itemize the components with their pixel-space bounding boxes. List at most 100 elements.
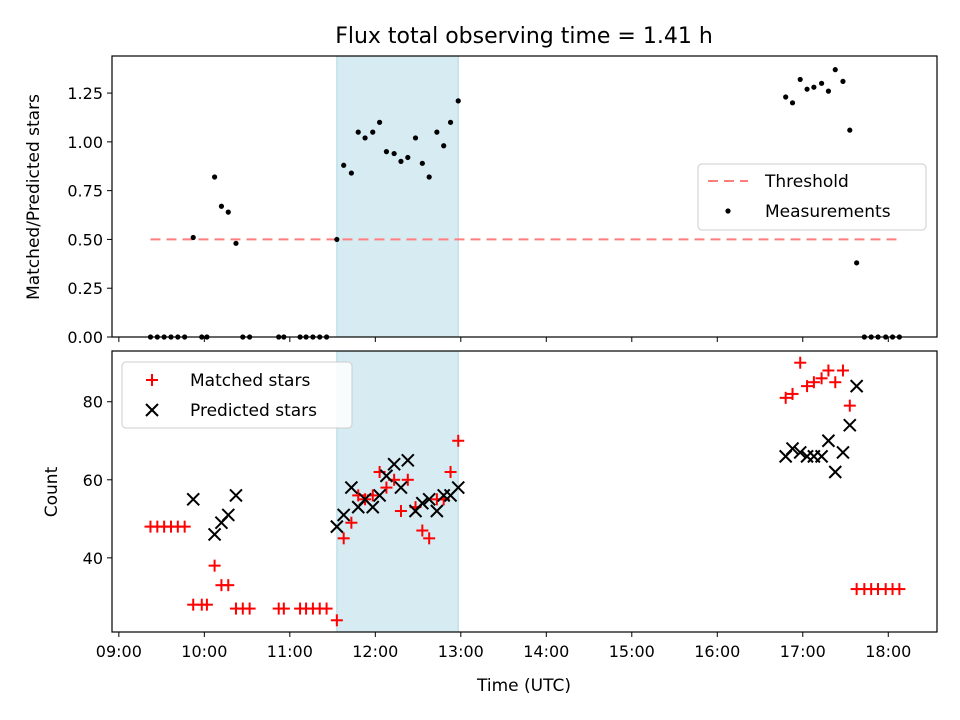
predicted-star-point [229, 488, 243, 503]
predicted-star-point [415, 496, 430, 510]
predicted-star-point [785, 441, 800, 456]
predicted-star-point [387, 457, 401, 471]
matched-star-point [444, 465, 457, 478]
measurement-point [818, 80, 825, 86]
matched-star-point [786, 387, 799, 400]
measurement-point [825, 88, 832, 94]
top-y-tick-label: 0.25 [67, 279, 103, 298]
matched-star-point [208, 559, 221, 572]
top-y-tick-label: 1.00 [67, 133, 103, 152]
matched-stars-series [144, 356, 906, 627]
top-y-tick-label: 0.50 [67, 230, 103, 249]
predicted-star-point [422, 492, 436, 507]
bottom-y-tick-label: 60 [83, 471, 103, 490]
measurement-point [455, 98, 461, 104]
top-panel-x-ticks [118, 337, 889, 342]
matched-star-point [345, 516, 358, 529]
measurement-point [370, 129, 376, 135]
measurement-point [783, 94, 789, 100]
matched-star-point [243, 602, 256, 615]
matched-star-point [178, 520, 191, 533]
bottom-panel-y-ticks: 40 60 80 [83, 393, 112, 568]
matched-star-point [401, 473, 414, 486]
matched-star-point [843, 399, 856, 412]
predicted-star-point [221, 508, 235, 522]
measurement-point [840, 78, 846, 84]
top-legend: Threshold Measurements [697, 163, 927, 231]
measurement-point [218, 203, 225, 209]
matched-star-point [893, 583, 906, 596]
bottom-y-tick-label: 40 [83, 549, 103, 568]
predicted-star-point [401, 453, 415, 467]
matched-star-point [829, 376, 842, 389]
predicted-star-point [836, 445, 850, 460]
predicted-star-point [336, 508, 351, 522]
top-panel-frame [111, 55, 938, 338]
x-axis-label: Time (UTC) [476, 676, 571, 696]
measurement-point [854, 260, 860, 266]
measurement-point [434, 129, 440, 135]
predicted-star-point [379, 469, 394, 483]
measurement-point [811, 84, 817, 90]
bottom-x-tick-label: 12:00 [352, 642, 398, 661]
measurement-point [383, 149, 390, 155]
top-panel-y-ticks: 0.00 0.25 0.50 0.75 1.00 1.25 [67, 84, 112, 347]
measurement-point [391, 150, 397, 157]
measurements-legend-label: Measurements [765, 202, 891, 222]
top-y-tick-label: 1.25 [67, 84, 103, 103]
predicted-star-point [828, 465, 842, 479]
bottom-x-tick-label: 10:00 [181, 642, 227, 661]
predicted-stars-series [186, 379, 864, 542]
measurement-point [348, 170, 354, 176]
bottom-x-tick-label: 17:00 [780, 642, 826, 661]
measurements-legend-swatch [725, 208, 731, 214]
predicted-legend-label: Predicted stars [190, 401, 317, 421]
measurement-point [847, 127, 853, 133]
predicted-star-point [372, 488, 387, 503]
measurement-point [376, 119, 383, 125]
bottom-y-tick-label: 80 [83, 393, 103, 412]
chart-title: Flux total observing time = 1.41 h [335, 24, 713, 49]
top-panel: 0.00 0.25 0.50 0.75 1.00 1.25 Matched/Predict… [24, 55, 938, 347]
measurement-point [426, 174, 432, 180]
predicted-star-point [430, 504, 444, 518]
predicted-star-point [843, 418, 857, 432]
bottom-panel-frame [111, 350, 938, 633]
predicted-star-point [814, 449, 829, 464]
predicted-star-point [330, 519, 344, 534]
matched-star-point [452, 434, 465, 447]
predicted-star-point [207, 527, 222, 542]
matched-star-point [794, 356, 807, 369]
predicted-legend-swatch [145, 403, 159, 417]
matched-legend-swatch [146, 374, 158, 386]
bottom-legend: Matched stars Predicted stars [121, 361, 353, 429]
bottom-x-tick-label: 11:00 [267, 642, 313, 661]
matched-star-point [277, 602, 290, 615]
matched-star-point [416, 524, 429, 537]
bottom-x-tick-label: 15:00 [609, 642, 655, 661]
bottom-legend-box [121, 361, 353, 429]
top-y-tick-label: 0.75 [67, 182, 103, 201]
matched-star-point [222, 579, 235, 592]
predicted-star-point [366, 500, 380, 514]
measurement-point [225, 209, 231, 215]
bottom-x-tick-label: 09:00 [96, 642, 142, 661]
measurement-point [804, 86, 810, 92]
measurement-point [398, 158, 404, 164]
predicted-star-point [344, 480, 359, 495]
matched-star-point [337, 532, 350, 545]
matched-star-point [822, 364, 835, 377]
measurement-point [355, 129, 361, 135]
measurement-point [797, 76, 803, 83]
matched-star-point [200, 598, 213, 611]
matched-star-point [423, 532, 436, 545]
measurement-point [334, 236, 340, 243]
predicted-star-point [186, 492, 200, 507]
bottom-x-tick-label: 14:00 [523, 642, 569, 661]
measurement-point [190, 234, 196, 241]
top-y-tick-label: 0.00 [67, 328, 103, 347]
measurement-point [447, 119, 454, 125]
predicted-star-point [394, 480, 408, 495]
threshold-legend-label: Threshold [764, 172, 849, 192]
